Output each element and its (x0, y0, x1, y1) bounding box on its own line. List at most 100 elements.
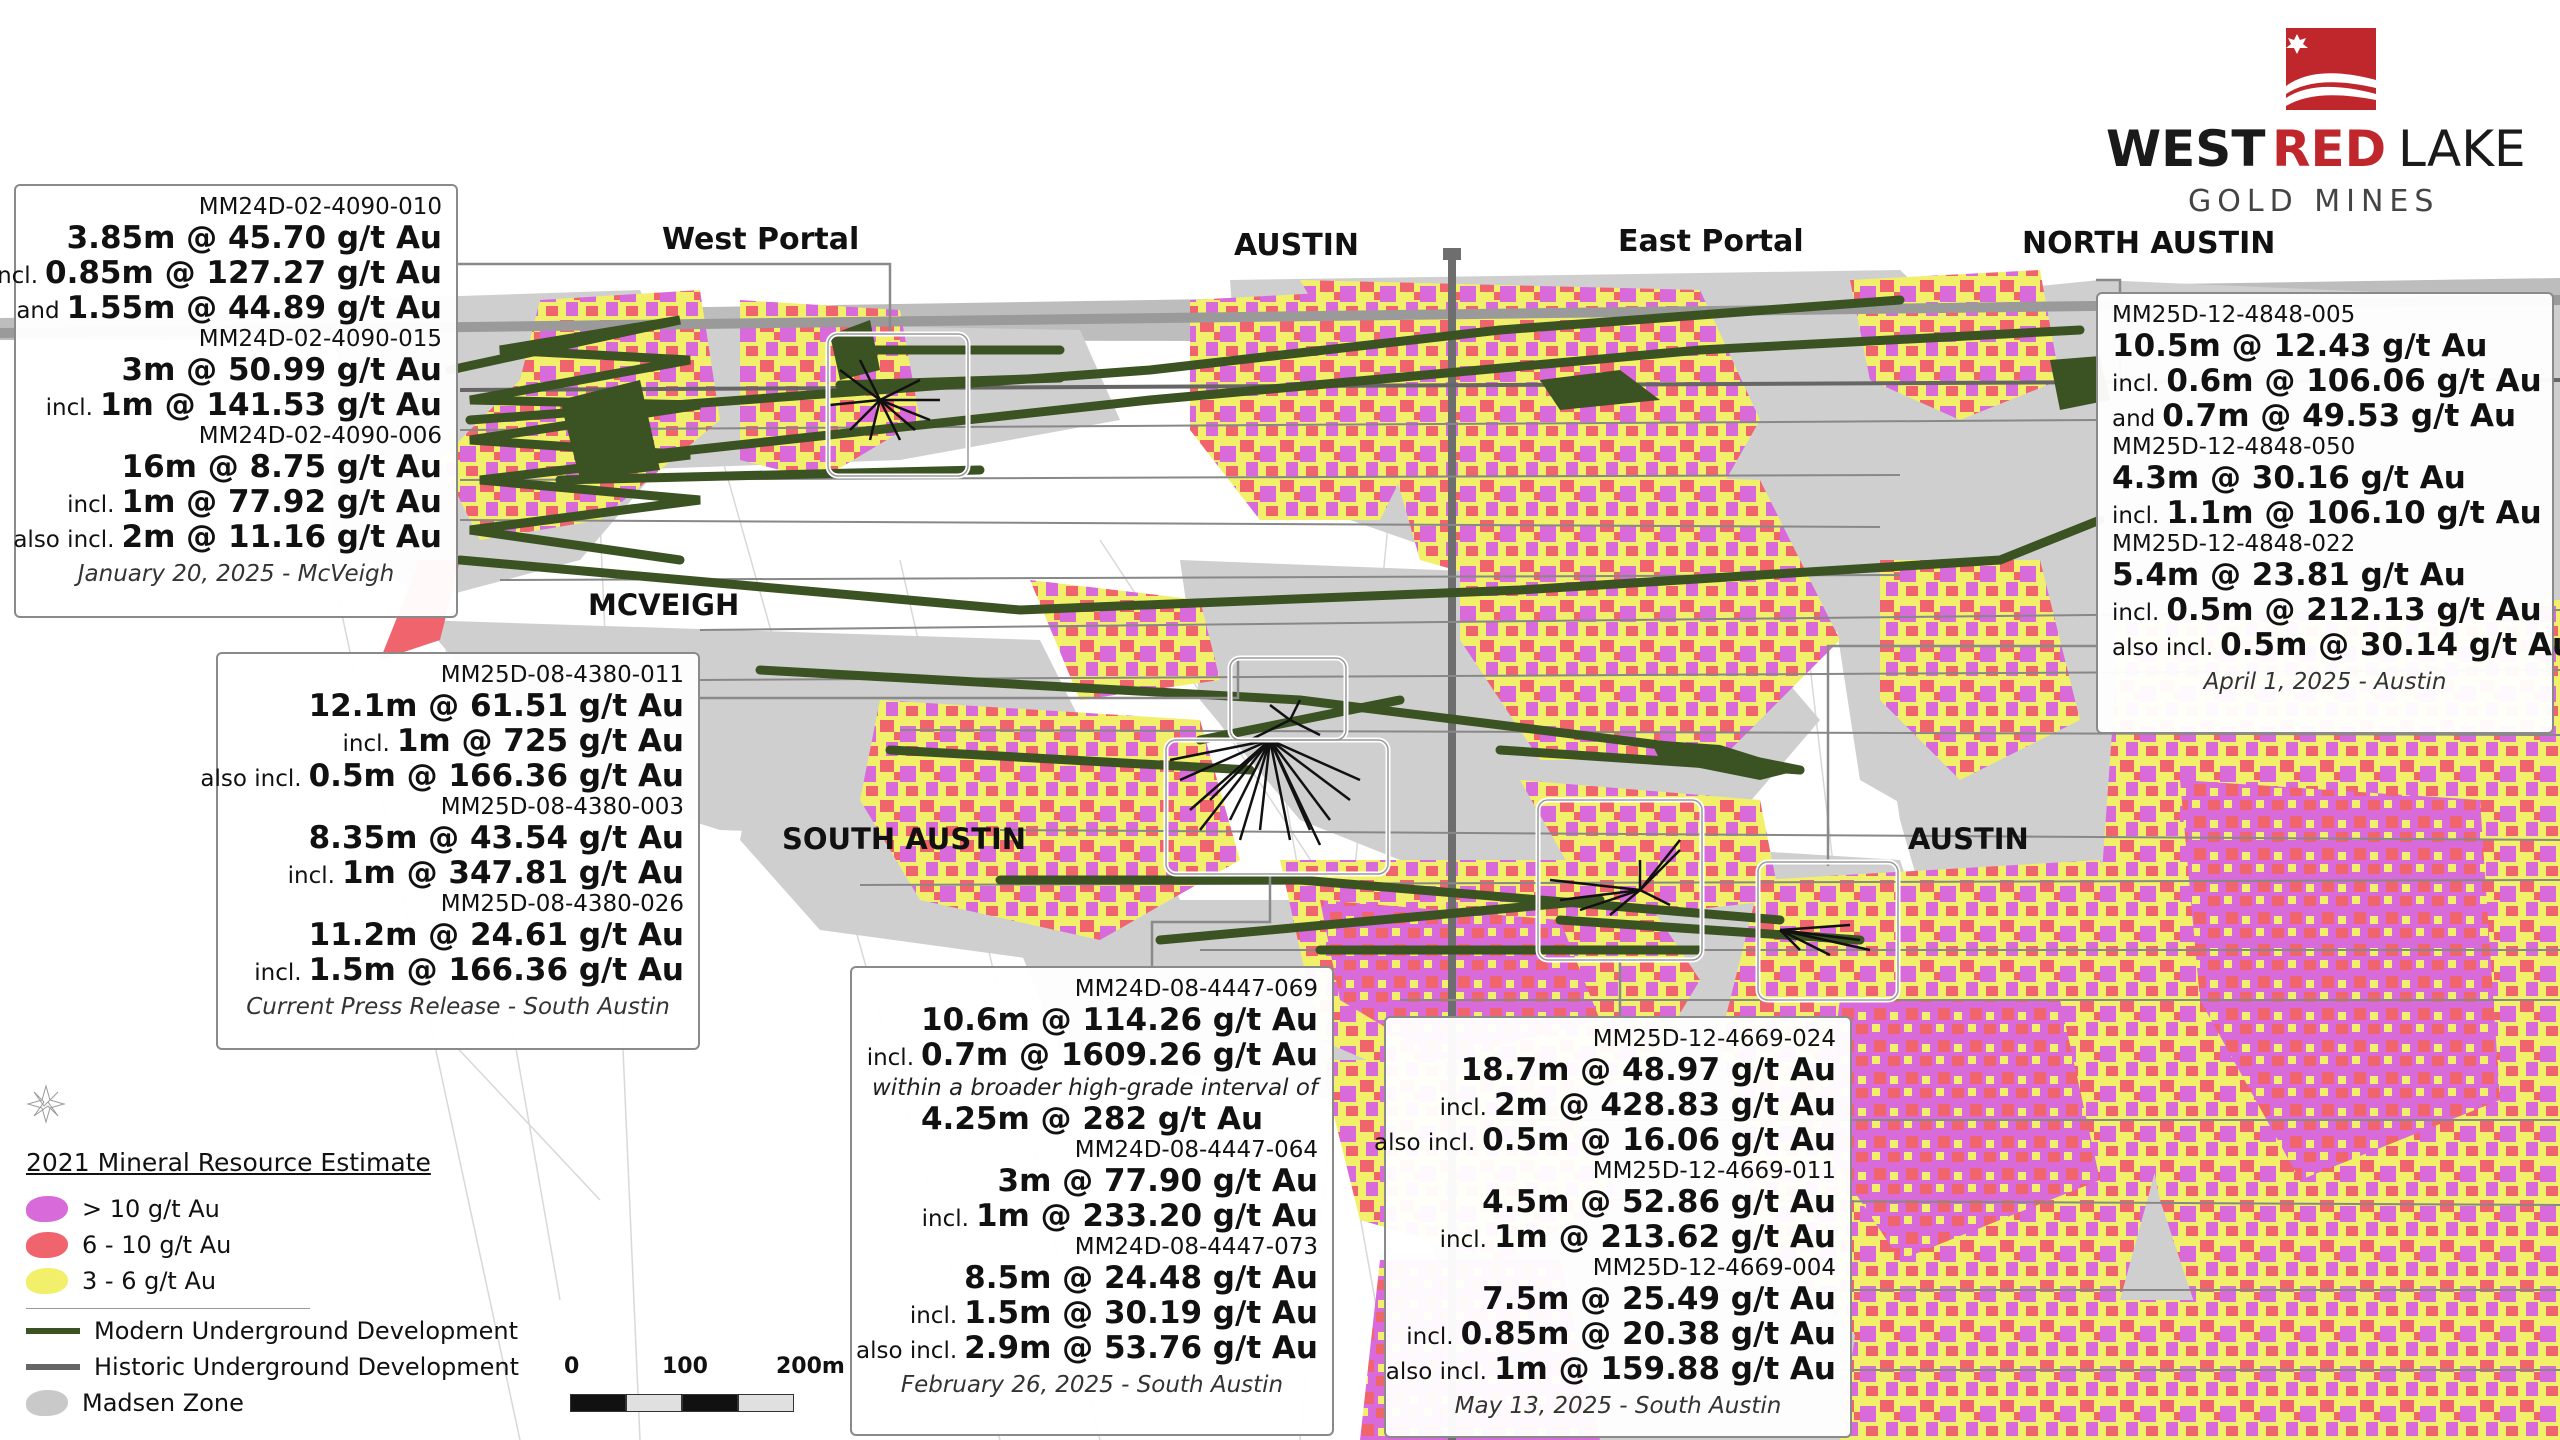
development-blobs (560, 320, 2110, 780)
logo-word-lake: LAKE (2398, 120, 2526, 178)
scale-label-0: 0 (564, 1354, 580, 1379)
assay-interval: 7.5m @ 25.49 g/t Au (1482, 1281, 1836, 1317)
assay-interval: incl. 0.85m @ 20.38 g/t Au (1406, 1316, 1836, 1352)
drillhole-id: MM24D-02-4090-015 (198, 326, 442, 352)
high-grade-swatch (26, 1196, 68, 1222)
callout-north-austin: MM25D-12-4848-005 10.5m @ 12.43 g/t Au i… (2096, 292, 2560, 734)
assay-interval: 8.35m @ 43.54 g/t Au (308, 820, 684, 856)
scale-segment (682, 1394, 738, 1412)
drill-fan-austin-mid (1779, 923, 1871, 957)
drillhole-id: MM24D-02-4090-006 (198, 423, 442, 449)
release-date: April 1, 2025 - Austin (2203, 669, 2447, 695)
low-grade-swatch (26, 1268, 68, 1294)
label-austin-mid: AUSTIN (1908, 822, 2029, 856)
assay-interval: 3.85m @ 45.70 g/t Au (66, 220, 442, 256)
logo-word-red: RED (2272, 120, 2387, 178)
assay-interval: and 0.7m @ 49.53 g/t Au (2112, 398, 2517, 434)
assay-interval: 3m @ 50.99 g/t Au (121, 352, 443, 388)
legend-row-modern-dev: Modern Underground Development (26, 1316, 518, 1346)
assay-interval: 8.5m @ 24.48 g/t Au (964, 1260, 1318, 1296)
assay-interval: 4.3m @ 30.16 g/t Au (2112, 460, 2466, 496)
assay-interval: incl. 1m @ 233.20 g/t Au (921, 1198, 1318, 1234)
drill-fan-austin-top (1249, 699, 1321, 742)
assay-interval: incl. 0.5m @ 212.13 g/t Au (2112, 592, 2542, 628)
map-legend: 2021 Mineral Resource Estimate > 10 g/t … (26, 1148, 546, 1438)
legend-row-madsen-zone: Madsen Zone (26, 1388, 244, 1418)
release-date: February 26, 2025 - South Austin (900, 1372, 1284, 1398)
legend-row-mid-grade: 6 - 10 g/t Au (26, 1230, 231, 1260)
assay-interval: 16m @ 8.75 g/t Au (121, 449, 443, 485)
release-date: Current Press Release - South Austin (246, 994, 670, 1020)
drillhole-id: MM25D-08-4380-003 (440, 794, 684, 820)
drillhole-id: MM25D-12-4848-050 (2112, 434, 2356, 460)
leader-lines (458, 262, 2122, 1016)
release-date: May 13, 2025 - South Austin (1454, 1393, 1782, 1419)
legend-label: Historic Underground Development (94, 1353, 520, 1381)
assay-interval: and 1.55m @ 44.89 g/t Au (16, 290, 442, 326)
drill-fans (829, 359, 1871, 957)
logo-subtitle: GOLD MINES (2188, 184, 2440, 219)
legend-label: Madsen Zone (82, 1389, 244, 1417)
callout-mcveigh: MM24D-02-4090-010 3.85m @ 45.70 g/t Au i… (0, 184, 458, 618)
drillhole-id: MM25D-12-4669-024 (1592, 1026, 1836, 1052)
assay-interval: incl. 1m @ 347.81 g/t Au (287, 855, 684, 891)
drill-fan-mcveigh (829, 359, 940, 441)
legend-label: Modern Underground Development (94, 1317, 519, 1345)
scale-bar: 0 100 200m (564, 1354, 864, 1430)
legend-label: > 10 g/t Au (82, 1195, 220, 1223)
label-mcveigh: MCVEIGH (588, 588, 740, 622)
drill-fan-may (1549, 839, 1681, 916)
assay-interval: 12.1m @ 61.51 g/t Au (308, 688, 684, 724)
assay-interval: 18.7m @ 48.97 g/t Au (1460, 1052, 1836, 1088)
logo-word-west: WEST (2106, 120, 2266, 178)
scale-segment (738, 1394, 794, 1412)
interval-note: within a broader high-grade interval of (871, 1075, 1318, 1101)
release-date: January 20, 2025 - McVeigh (77, 561, 395, 587)
drillhole-id: MM24D-08-4447-064 (1074, 1137, 1318, 1163)
legend-title: 2021 Mineral Resource Estimate (26, 1148, 431, 1177)
legend-row-historic-dev: Historic Underground Development (26, 1352, 519, 1382)
assay-interval: also incl. 0.5m @ 166.36 g/t Au (200, 758, 684, 794)
drillhole-id: MM24D-02-4090-010 (198, 194, 442, 220)
label-austin-top: AUSTIN (1234, 228, 1359, 263)
drillhole-id: MM25D-12-4669-004 (1592, 1255, 1836, 1281)
assay-interval: incl. 1m @ 77.92 g/t Au (67, 484, 442, 520)
drillhole-id: MM25D-08-4380-011 (440, 662, 684, 688)
assay-interval: incl. 1m @ 725 g/t Au (342, 723, 684, 759)
assay-interval: incl. 1.1m @ 106.10 g/t Au (2112, 495, 2542, 531)
drillhole-id: MM25D-12-4669-011 (1592, 1158, 1836, 1184)
callout-south-austin-may: MM25D-12-4669-024 18.7m @ 48.97 g/t Au i… (1373, 1016, 1852, 1438)
logo-mark-icon (2286, 28, 2376, 110)
assay-interval: 5.4m @ 23.81 g/t Au (2112, 557, 2466, 593)
drillhole-id: MM25D-12-4848-022 (2112, 531, 2356, 557)
label-west-portal: West Portal (662, 222, 860, 257)
assay-interval: 3m @ 77.90 g/t Au (997, 1163, 1319, 1199)
drillhole-id: MM25D-08-4380-026 (440, 891, 684, 917)
assay-interval: 10.5m @ 12.43 g/t Au (2112, 328, 2488, 364)
assay-interval: incl. 1m @ 213.62 g/t Au (1439, 1219, 1836, 1255)
assay-interval: incl. 0.6m @ 106.06 g/t Au (2112, 363, 2542, 399)
drillhole-id: MM25D-12-4848-005 (2112, 302, 2356, 328)
west-red-lake-logo: WEST RED LAKE GOLD MINES (2106, 28, 2526, 219)
assay-interval: 10.6m @ 114.26 g/t Au (921, 1002, 1318, 1038)
legend-divider (26, 1308, 310, 1309)
legend-label: 6 - 10 g/t Au (82, 1231, 232, 1259)
assay-interval: also incl. 0.5m @ 16.06 g/t Au (1373, 1122, 1836, 1158)
legend-label: 3 - 6 g/t Au (82, 1267, 217, 1295)
assay-interval: 11.2m @ 24.61 g/t Au (308, 917, 684, 953)
legend-row-high-grade: > 10 g/t Au (26, 1194, 220, 1224)
assay-interval: also incl. 2.9m @ 53.76 g/t Au (855, 1330, 1318, 1366)
scale-segment (570, 1394, 626, 1412)
label-south-austin: SOUTH AUSTIN (782, 822, 1027, 856)
assay-interval: incl. 1.5m @ 30.19 g/t Au (909, 1295, 1318, 1331)
callout-south-austin-current: MM25D-08-4380-011 12.1m @ 61.51 g/t Au i… (200, 652, 700, 1050)
assay-interval: 4.25m @ 282 g/t Au (920, 1101, 1264, 1137)
assay-interval: incl. 1.5m @ 166.36 g/t Au (254, 952, 684, 988)
modern-dev-swatch (26, 1328, 80, 1334)
scale-segment (626, 1394, 682, 1412)
madsen-zone-swatch (26, 1390, 68, 1416)
historic-dev-swatch (26, 1364, 80, 1370)
drillhole-id: MM24D-08-4447-069 (1074, 976, 1318, 1002)
assay-interval: incl. 0.7m @ 1609.26 g/t Au (866, 1037, 1318, 1073)
